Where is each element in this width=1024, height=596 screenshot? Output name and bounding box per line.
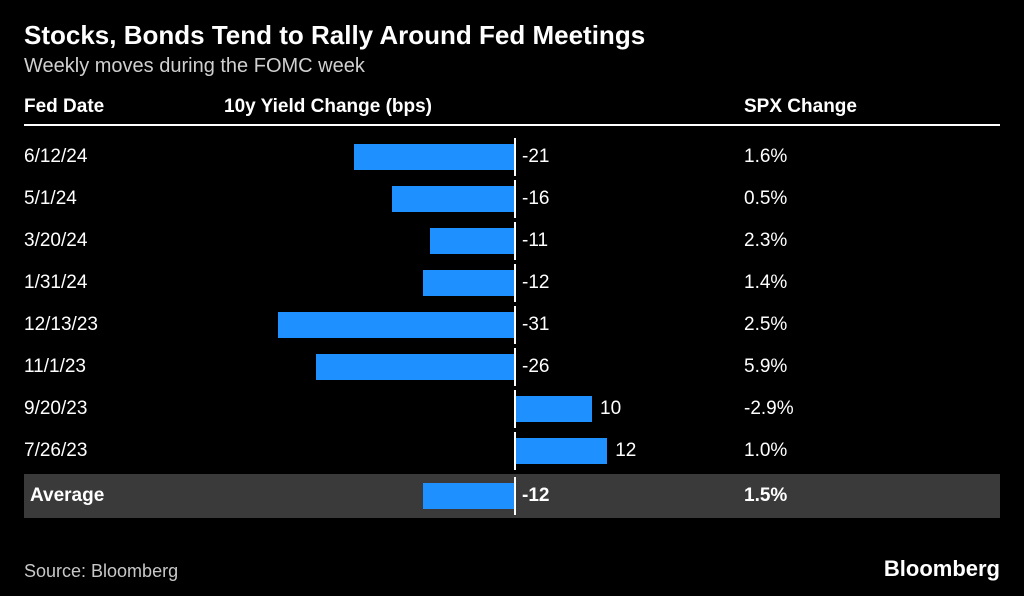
average-label: Average xyxy=(24,485,224,507)
yield-bar xyxy=(423,483,514,509)
axis-zero-line xyxy=(514,348,516,386)
table-row: 7/26/23 12 1.0% xyxy=(24,430,1000,472)
footer: Source: Bloomberg Bloomberg xyxy=(24,556,1000,582)
date-cell: 6/12/24 xyxy=(24,146,224,168)
yield-bar xyxy=(516,396,592,422)
date-cell: 1/31/24 xyxy=(24,272,224,294)
yield-bar xyxy=(316,354,514,380)
yield-value-label: -16 xyxy=(522,188,549,210)
col-header-yield: 10y Yield Change (bps) xyxy=(224,96,744,118)
yield-bar xyxy=(392,186,514,212)
yield-bar xyxy=(430,228,514,254)
date-cell: 7/26/23 xyxy=(24,440,224,462)
table-row: 1/31/24 -12 1.4% xyxy=(24,262,1000,304)
brand-logo: Bloomberg xyxy=(884,556,1000,582)
spx-cell: 0.5% xyxy=(744,188,1000,210)
date-cell: 11/1/23 xyxy=(24,356,224,378)
chart-title: Stocks, Bonds Tend to Rally Around Fed M… xyxy=(24,20,1000,51)
bar-cell: 10 xyxy=(224,394,744,424)
date-cell: 12/13/23 xyxy=(24,314,224,336)
table-row: 5/1/24 -16 0.5% xyxy=(24,178,1000,220)
table-row: 12/13/23 -31 2.5% xyxy=(24,304,1000,346)
bar-cell: -26 xyxy=(224,352,744,382)
date-cell: 9/20/23 xyxy=(24,398,224,420)
bar-cell: -11 xyxy=(224,226,744,256)
yield-value-label: -12 xyxy=(522,272,549,294)
yield-bar xyxy=(423,270,514,296)
source-text: Source: Bloomberg xyxy=(24,561,178,582)
table-header-row: Fed Date 10y Yield Change (bps) SPX Chan… xyxy=(24,96,1000,126)
average-spx: 1.5% xyxy=(744,485,1000,507)
yield-value-label: 10 xyxy=(600,398,621,420)
date-cell: 5/1/24 xyxy=(24,188,224,210)
spx-cell: -2.9% xyxy=(744,398,1000,420)
axis-zero-line xyxy=(514,222,516,260)
axis-zero-line xyxy=(514,138,516,176)
bar-cell: 12 xyxy=(224,436,744,466)
yield-bar xyxy=(516,438,607,464)
table-row: 6/12/24 -21 1.6% xyxy=(24,136,1000,178)
axis-zero-line xyxy=(514,180,516,218)
chart-subtitle: Weekly moves during the FOMC week xyxy=(24,55,1000,78)
date-cell: 3/20/24 xyxy=(24,230,224,252)
table-body: 6/12/24 -21 1.6% 5/1/24 -16 0.5% 3/20/24 -11 2.3… xyxy=(24,136,1000,472)
axis-zero-line xyxy=(514,264,516,302)
yield-bar xyxy=(278,312,514,338)
average-bar-cell: -12 xyxy=(224,481,744,511)
bar-cell: -16 xyxy=(224,184,744,214)
yield-value-label: -26 xyxy=(522,356,549,378)
bar-cell: -31 xyxy=(224,310,744,340)
bar-cell: -12 xyxy=(224,268,744,298)
spx-cell: 2.5% xyxy=(744,314,1000,336)
table-row: 3/20/24 -11 2.3% xyxy=(24,220,1000,262)
axis-zero-line xyxy=(514,477,516,515)
yield-value-label: -11 xyxy=(522,230,548,252)
bar-cell: -21 xyxy=(224,142,744,172)
yield-value-label: -31 xyxy=(522,314,549,336)
table-row: 11/1/23 -26 5.9% xyxy=(24,346,1000,388)
yield-value-label: 12 xyxy=(615,440,636,462)
average-row: Average -12 1.5% xyxy=(24,474,1000,518)
table-row: 9/20/23 10 -2.9% xyxy=(24,388,1000,430)
spx-cell: 1.6% xyxy=(744,146,1000,168)
spx-cell: 1.4% xyxy=(744,272,1000,294)
col-header-date: Fed Date xyxy=(24,96,224,118)
yield-value-label: -12 xyxy=(522,485,549,507)
axis-zero-line xyxy=(514,306,516,344)
col-header-spx: SPX Change xyxy=(744,96,1000,118)
spx-cell: 2.3% xyxy=(744,230,1000,252)
spx-cell: 5.9% xyxy=(744,356,1000,378)
data-table: Fed Date 10y Yield Change (bps) SPX Chan… xyxy=(24,96,1000,518)
spx-cell: 1.0% xyxy=(744,440,1000,462)
yield-value-label: -21 xyxy=(522,146,549,168)
yield-bar xyxy=(354,144,514,170)
